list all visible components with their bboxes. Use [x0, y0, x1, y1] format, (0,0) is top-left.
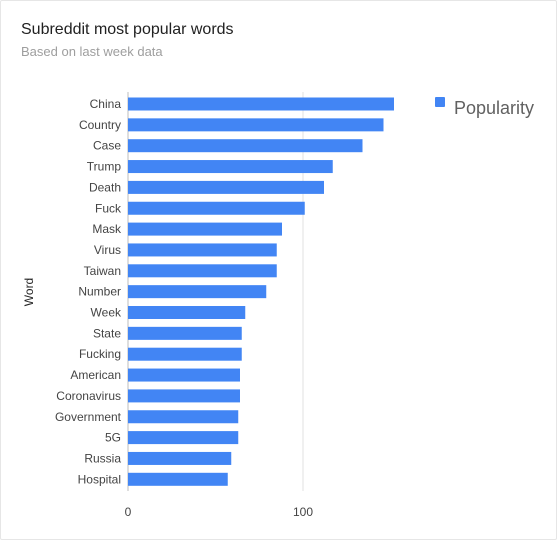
category-label: Fucking	[79, 347, 121, 361]
category-label: China	[90, 97, 122, 111]
category-label: Country	[79, 118, 121, 132]
bar-hospital[interactable]	[128, 472, 228, 486]
legend: Popularity	[435, 97, 534, 118]
bar-american[interactable]	[128, 368, 240, 382]
bar-5g[interactable]	[128, 431, 239, 445]
bar-china[interactable]	[128, 97, 394, 111]
bar-taiwan[interactable]	[128, 264, 277, 278]
legend-swatch	[435, 97, 445, 107]
category-label: Death	[89, 180, 121, 194]
bar-case[interactable]	[128, 139, 363, 153]
category-label: Russia	[84, 451, 121, 465]
bar-week[interactable]	[128, 306, 246, 319]
category-label: Taiwan	[84, 264, 121, 278]
x-tick-label: 100	[293, 505, 313, 519]
bar-fuck[interactable]	[128, 201, 305, 215]
category-label: Hospital	[78, 472, 121, 486]
category-label: Virus	[94, 243, 121, 257]
legend-label: Popularity	[454, 98, 534, 118]
category-label: Number	[78, 285, 121, 299]
bar-state[interactable]	[128, 326, 242, 340]
bar-mask[interactable]	[128, 222, 282, 236]
bar-number[interactable]	[128, 285, 267, 299]
bar-virus[interactable]	[128, 243, 277, 257]
bar-trump[interactable]	[128, 160, 333, 174]
bar-country[interactable]	[128, 118, 384, 132]
chart-title: Subreddit most popular words	[21, 21, 234, 38]
chart-subtitle: Based on last week data	[21, 44, 163, 59]
category-label: Case	[93, 139, 121, 153]
bar-fucking[interactable]	[128, 347, 242, 361]
bar-coronavirus[interactable]	[128, 389, 240, 403]
bar-government[interactable]	[128, 410, 239, 424]
bar-death[interactable]	[128, 180, 324, 194]
category-label: Mask	[92, 222, 122, 236]
category-label: Coronavirus	[56, 389, 121, 403]
x-tick-label: 0	[125, 505, 132, 519]
category-label: Government	[55, 410, 122, 424]
category-labels: China Country Case Trump Death Fuck Mask Virus T…	[55, 97, 122, 486]
y-axis-title: Word	[22, 278, 36, 306]
category-label: Week	[91, 306, 122, 320]
bars	[128, 97, 394, 486]
category-label: 5G	[105, 431, 121, 445]
bar-russia[interactable]	[128, 451, 232, 465]
x-tick-labels: 0 100	[125, 505, 314, 519]
category-label: American	[70, 368, 121, 382]
category-label: Fuck	[95, 201, 122, 215]
category-label: State	[93, 326, 121, 340]
category-label: Trump	[87, 160, 122, 174]
